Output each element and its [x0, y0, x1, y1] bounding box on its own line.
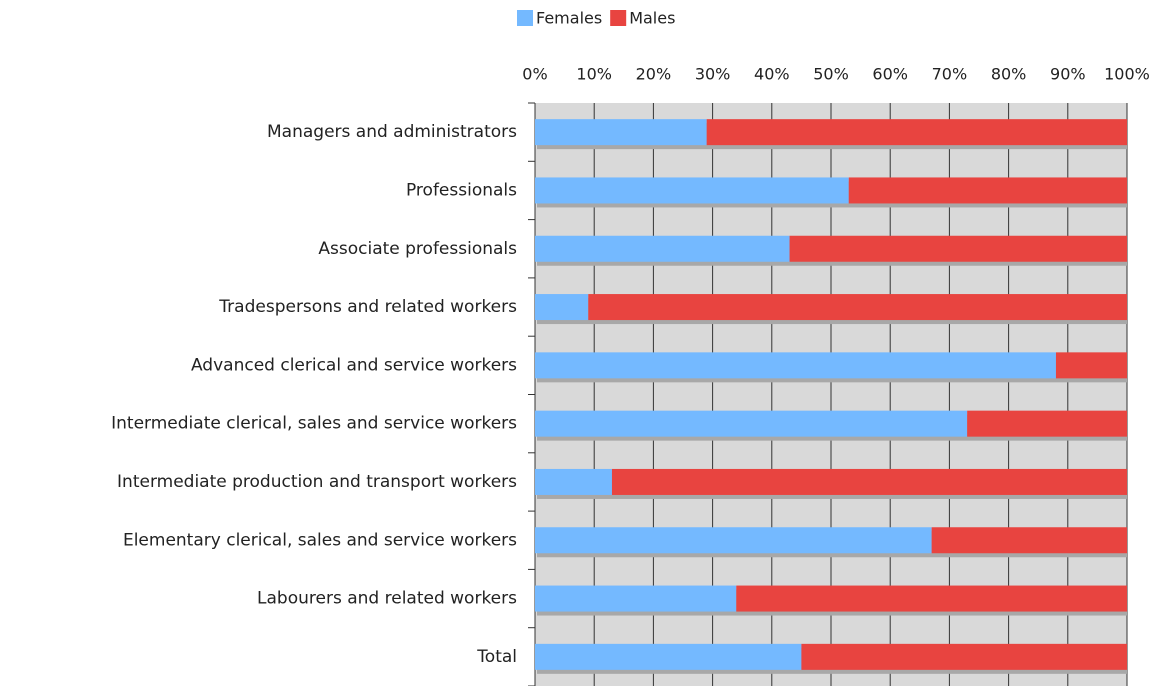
bar-segment: [535, 235, 790, 262]
bar-segment: [535, 177, 849, 204]
bar-segment: [801, 643, 1127, 670]
x-tick-label: 100%: [1104, 65, 1150, 84]
bar-segment: [535, 294, 589, 321]
bar-segment: [611, 468, 1127, 495]
y-tick-label: Labourers and related workers: [257, 589, 517, 609]
y-tick-label: Managers and administrators: [267, 122, 517, 142]
bar-segment: [535, 410, 968, 437]
bar-segment: [535, 119, 707, 146]
y-tick-label: Intermediate clerical, sales and service…: [111, 414, 517, 434]
legend-label: Males: [629, 9, 675, 28]
x-tick-label: 90%: [1050, 65, 1086, 84]
y-tick-label: Advanced clerical and service workers: [191, 355, 517, 375]
bar-segment: [1055, 352, 1127, 379]
legend-swatch: [610, 10, 627, 26]
bar-segment: [535, 643, 802, 670]
y-tick-label: Total: [476, 647, 517, 667]
x-tick-label: 50%: [813, 65, 849, 84]
x-tick-label: 40%: [754, 65, 790, 84]
legend-swatch: [517, 10, 533, 26]
x-tick-label: 10%: [576, 65, 612, 84]
x-tick-label: 80%: [991, 65, 1027, 84]
x-tick-label: 20%: [636, 65, 672, 84]
bar-segment: [789, 235, 1127, 262]
bar-segment: [736, 585, 1127, 612]
legend-label: Females: [536, 9, 602, 28]
bar-segment: [848, 177, 1127, 204]
bar-segment: [706, 119, 1127, 146]
x-tick-label: 60%: [872, 65, 908, 84]
y-tick-label: Tradespersons and related workers: [218, 297, 517, 317]
bar-segment: [967, 410, 1127, 437]
bar-segment: [535, 585, 737, 612]
y-tick-label: Intermediate production and transport wo…: [117, 472, 517, 492]
x-tick-label: 0%: [522, 65, 547, 84]
y-tick-label: Elementary clerical, sales and service w…: [123, 530, 517, 550]
bar-segment: [931, 527, 1127, 554]
y-tick-label: Associate professionals: [318, 239, 517, 259]
x-tick-label: 30%: [695, 65, 731, 84]
bar-segment: [535, 352, 1056, 379]
bar-segment: [535, 468, 612, 495]
bar-segment: [588, 294, 1127, 321]
bar-segment: [535, 527, 932, 554]
y-tick-label: Professionals: [406, 180, 517, 200]
x-tick-label: 70%: [932, 65, 968, 84]
